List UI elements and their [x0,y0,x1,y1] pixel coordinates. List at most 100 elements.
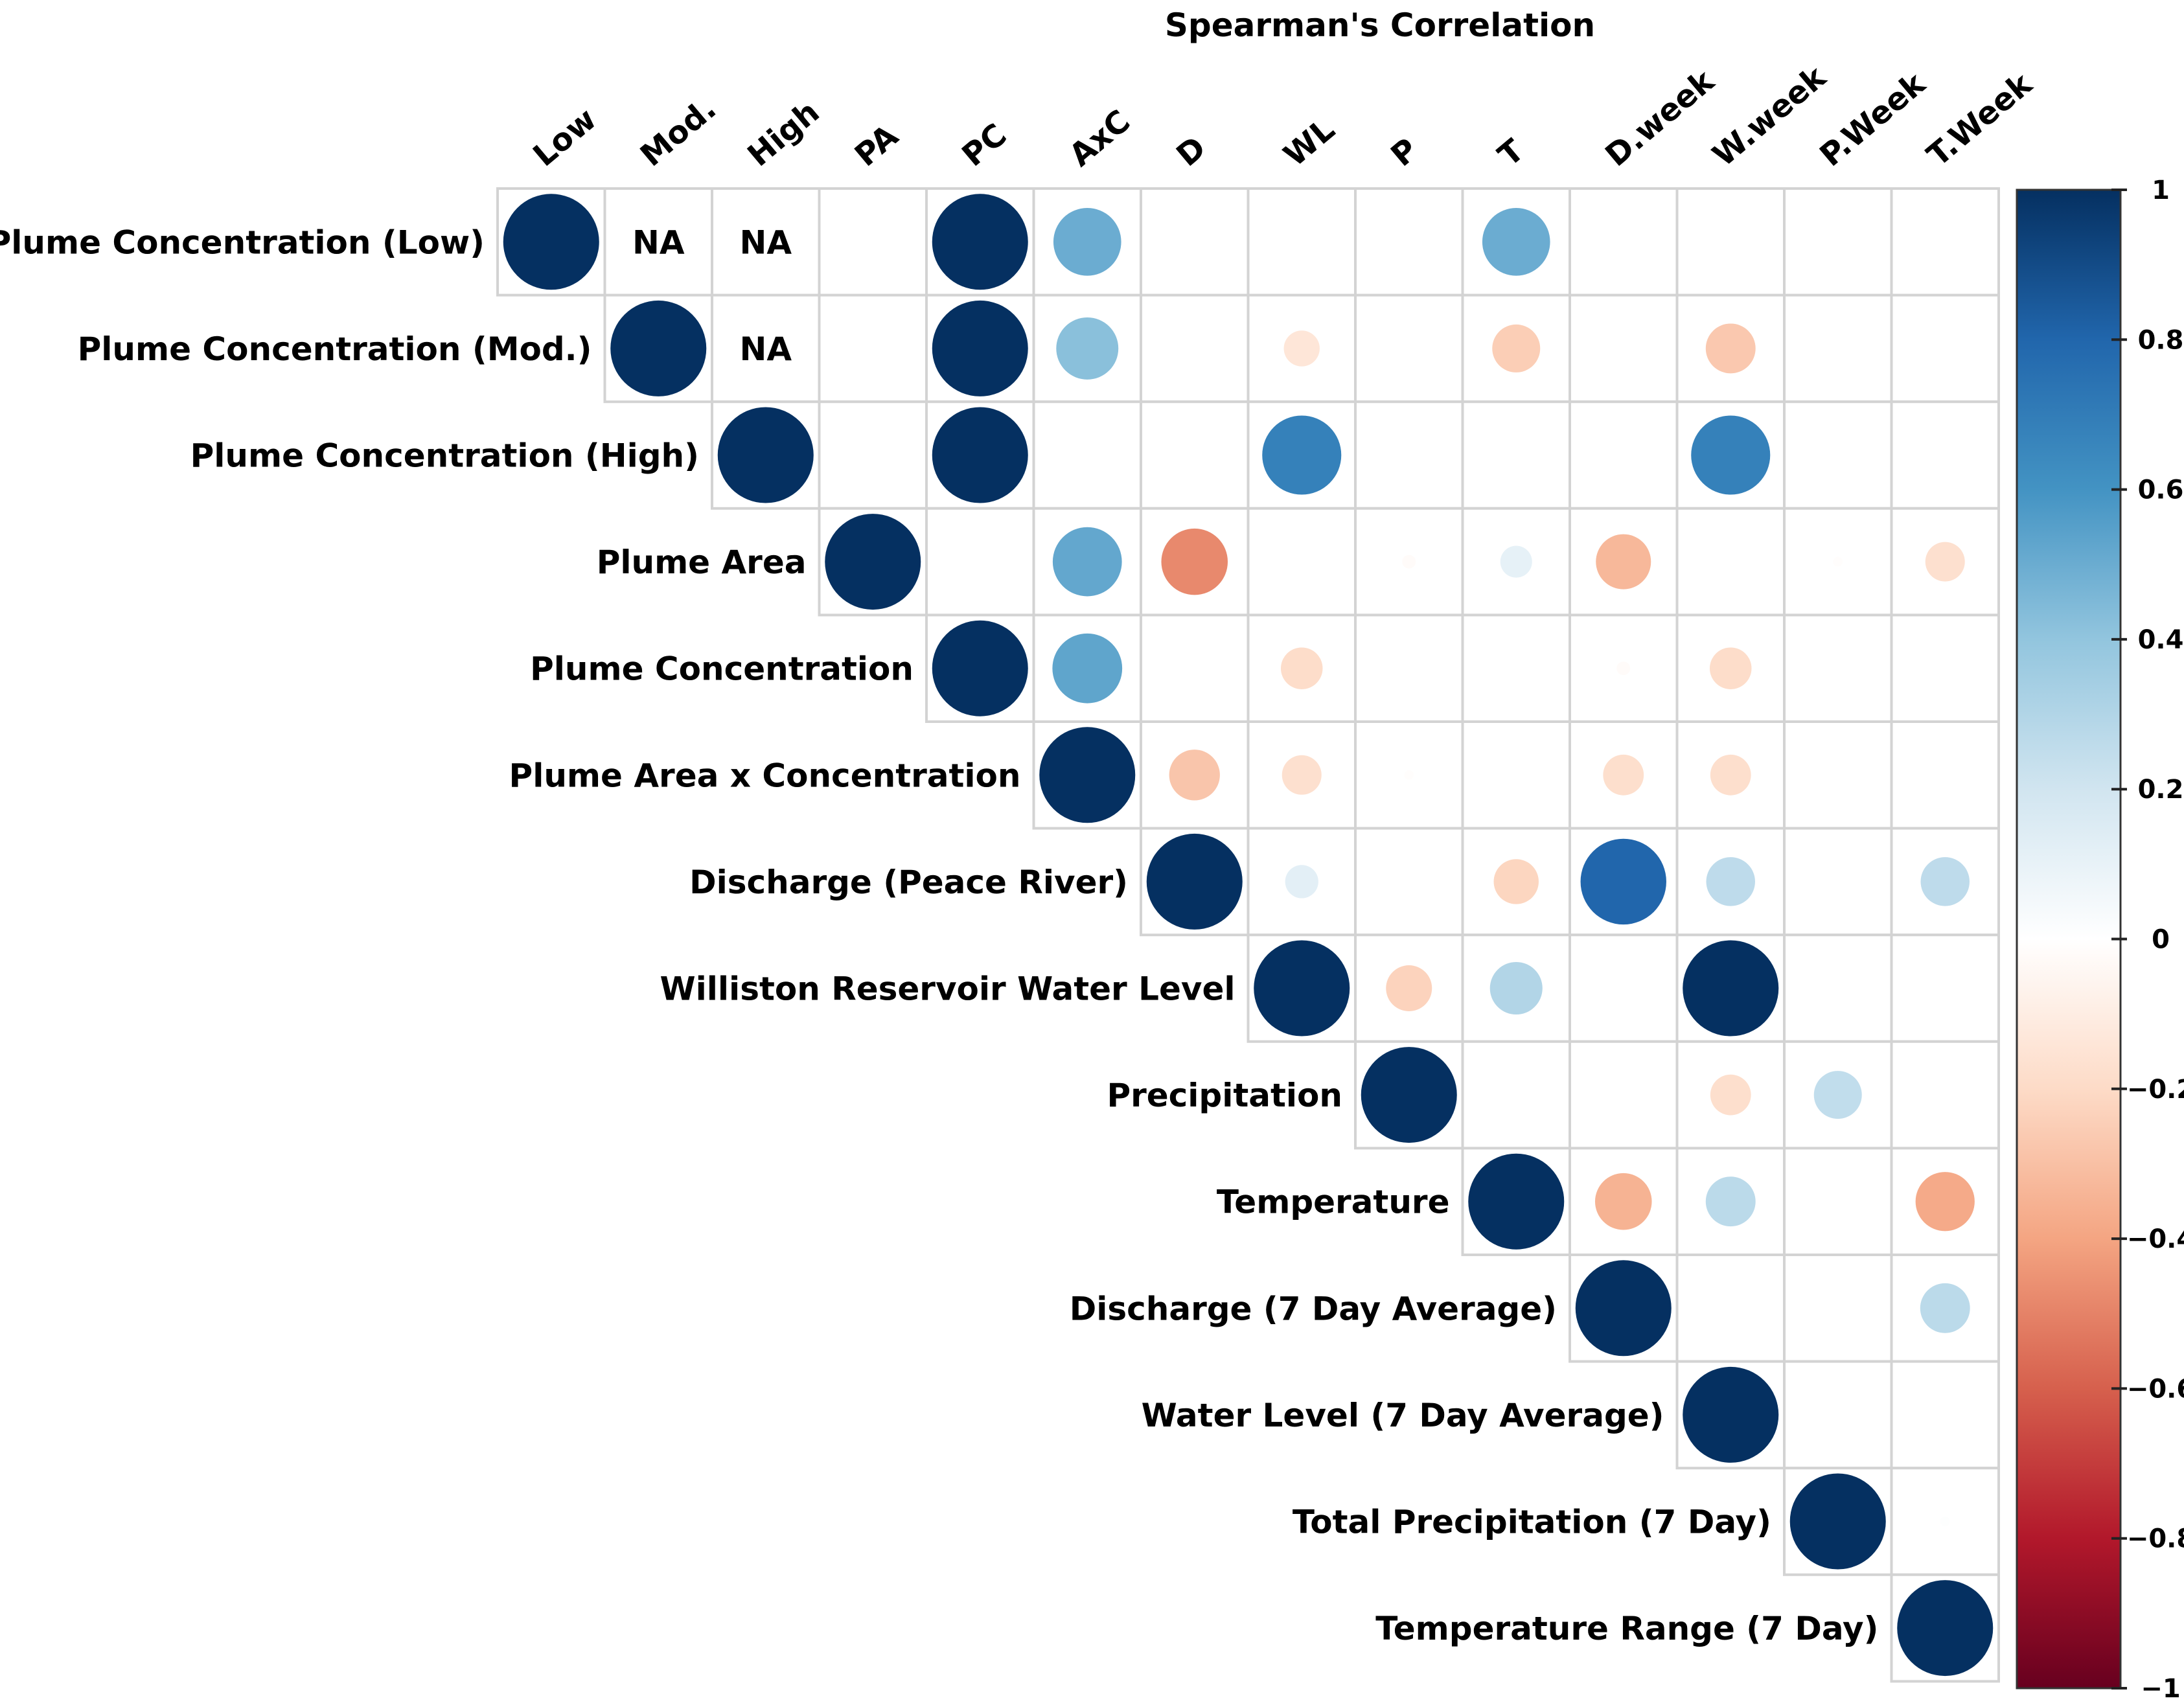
grid-cell [925,507,1035,617]
grid-cell [1890,613,2000,724]
grid-cell [1890,187,2000,297]
grid-cell [1783,293,1893,404]
row-label: Plume Concentration (High) [190,437,699,475]
correlation-circle [1402,555,1416,569]
correlation-circle [1052,633,1123,704]
colorbar-tick-label: −1 [2141,1674,2180,1704]
column-label: Low [526,101,603,174]
correlation-circle [825,514,921,610]
row-label: Temperature Range (7 Day) [1375,1610,1878,1647]
colorbar-gradient [2016,189,2122,1690]
correlation-circle [503,194,599,290]
grid-cell [1890,720,2000,830]
column-label: P [1384,132,1425,174]
correlation-circle [1833,556,1843,567]
correlation-circle [1482,207,1550,276]
grid-cell [1247,507,1357,617]
grid-cell [1569,293,1679,404]
grid-cell [1675,1254,1786,1363]
grid-cell [1890,1040,2000,1150]
correlation-circle [1920,1283,1970,1333]
column-label: WL [1277,111,1342,174]
grid-cell [1569,1040,1679,1150]
na-label: NA [739,330,792,368]
grid-cell [1783,400,1893,510]
correlation-circle [1710,1074,1751,1116]
column-label: D [1169,130,1213,174]
correlation-circle [1493,859,1539,904]
colorbar-tick-label: −0.4 [2127,1224,2184,1254]
correlation-circle [1789,1473,1886,1570]
row-label: Plume Area [597,544,807,581]
grid-cell [1140,400,1250,510]
colorbar-tick-label: 0.8 [2138,325,2184,355]
grid-cell [1783,1254,1893,1363]
grid-cell [603,187,713,297]
grid-cell [1354,827,1464,937]
grid-cell [818,187,928,297]
correlation-circle [1596,534,1651,590]
grid-cell [1569,400,1679,510]
column-label: T [1491,132,1531,174]
row-label: Williston Reservoir Water Level [660,970,1235,1008]
row-label: Plume Concentration [530,650,914,688]
grid-cell [1140,293,1250,404]
correlation-circle [1813,1071,1862,1119]
row-label: Total Precipitation (7 Day) [1293,1504,1771,1541]
correlation-circle [1915,1172,1975,1232]
correlation-circle [932,300,1028,396]
correlation-circle [1468,1153,1565,1250]
colorbar-tick-label: 0 [2152,925,2170,955]
grid-cell [1783,187,1893,297]
column-label: AxC [1063,103,1137,174]
grid-cell [1461,1040,1571,1150]
correlation-cells: NA NA NA [503,194,1994,1677]
grid-cell [1354,613,1464,724]
correlation-circle [1404,770,1414,780]
correlation-circle [1500,545,1532,578]
correlation-circle [1254,940,1350,1037]
correlation-circle [1709,647,1752,689]
grid-cell [711,293,821,404]
correlation-circle [1575,1260,1672,1357]
correlation-circle [1920,857,1970,906]
grid-cell [1783,1147,1893,1257]
na-label: NA [739,223,792,261]
grid-cell [1675,187,1786,297]
colorbar-tick-label: 0.4 [2138,625,2184,655]
grid-cell [818,400,928,510]
correlation-circle [1925,542,1965,582]
chart-title: Spearman's Correlation [1165,6,1595,44]
colorbar-tick-label: −0.8 [2127,1524,2184,1554]
correlation-circle [1710,754,1751,796]
row-label: Discharge (7 Day Average) [1070,1290,1557,1327]
correlation-circle [1169,750,1220,801]
grid-cell [1032,400,1142,510]
correlation-circle [1053,207,1121,276]
correlation-circle [1683,940,1779,1037]
colorbar-tick-label: −0.2 [2127,1075,2184,1105]
row-label: Water Level (7 Day Average) [1142,1397,1664,1434]
column-label: High [741,94,826,174]
column-label: Mod. [634,91,723,174]
row-label: Plume Concentration (Mod.) [78,330,592,368]
correlation-circle [1940,1517,1950,1526]
correlation-circle [1616,661,1631,676]
correlation-circle [1161,528,1228,595]
row-label: Plume Area x Concentration [509,757,1021,794]
correlation-circle [1705,1176,1756,1227]
correlation-circle [1361,1047,1457,1143]
correlation-circle [932,620,1028,716]
correlation-circle [1594,1173,1652,1230]
grid-cell [818,293,928,404]
correlation-circle [1492,324,1541,372]
grid-cell [1890,293,2000,404]
na-label: NA [632,223,685,261]
grid-cell [1140,187,1250,297]
grid-cell [1890,1360,2000,1470]
grid-cell [1461,400,1571,510]
row-label: Precipitation [1107,1077,1342,1114]
correlation-circle [1056,317,1119,380]
correlation-circle [932,194,1028,290]
